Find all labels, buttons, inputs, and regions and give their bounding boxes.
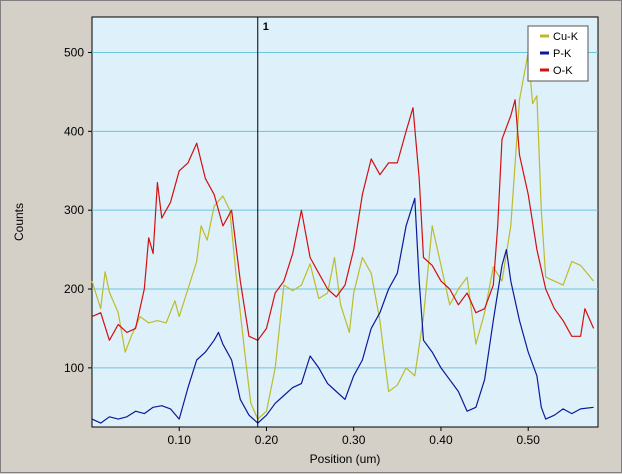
y-tick-label: 100 (64, 361, 84, 375)
x-tick-label: 0.40 (429, 433, 453, 447)
series-line-p-k (91, 197, 594, 424)
y-tick-label: 500 (64, 45, 84, 59)
axis-ticks: 100 200 300 400 500 0.10 0.20 0.30 0.40 0.50 (64, 45, 540, 447)
x-tick-label: 0.30 (342, 433, 366, 447)
x-tick-label: 0.20 (255, 433, 279, 447)
gridlines (92, 51, 598, 369)
legend-item-o-k: O-K (540, 65, 573, 77)
legend: Cu-K P-K O-K (527, 25, 589, 82)
legend-label-p-k: P-K (553, 48, 572, 60)
legend-label-o-k: O-K (553, 65, 573, 77)
legend-label-cu-k: Cu-K (553, 31, 579, 43)
legend-item-p-k: P-K (540, 48, 572, 60)
series-lines (91, 51, 595, 424)
series-line-cu-k (91, 51, 595, 420)
y-tick-label: 400 (64, 124, 84, 138)
series-line-o-k (91, 99, 595, 341)
x-axis-title: Position (um) (310, 452, 381, 466)
y-axis-title: Counts (12, 203, 26, 241)
plot-area (91, 16, 599, 428)
marker-label: 1 (263, 21, 269, 33)
x-tick-label: 0.10 (168, 433, 192, 447)
position-marker: 1 (257, 17, 269, 427)
y-tick-label: 300 (64, 203, 84, 217)
x-tick-label: 0.50 (517, 433, 541, 447)
legend-item-cu-k: Cu-K (540, 31, 579, 43)
legend-box (527, 25, 589, 82)
y-tick-label: 200 (64, 282, 84, 296)
